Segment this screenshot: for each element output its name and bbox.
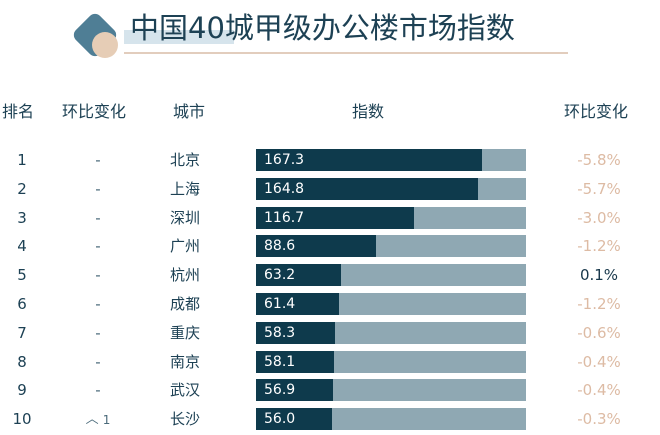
pct-change-label: -5.8% bbox=[577, 151, 621, 169]
city-label: 杭州 bbox=[170, 266, 201, 285]
city-label: 南京 bbox=[170, 352, 201, 371]
bar-track: 56.9 bbox=[256, 379, 526, 402]
bar-value-label: 167.3 bbox=[264, 152, 305, 168]
city-label: 长沙 bbox=[170, 410, 201, 429]
title-underline bbox=[124, 52, 568, 54]
bar-track: 58.1 bbox=[256, 350, 526, 373]
bar-value-label: 164.8 bbox=[264, 180, 305, 197]
rank-change-label: - bbox=[95, 179, 101, 198]
bar bbox=[256, 206, 414, 229]
bar bbox=[256, 264, 341, 287]
rank-label: 6 bbox=[17, 295, 27, 313]
rank-label: 4 bbox=[17, 237, 27, 256]
bar-track: 63.2 bbox=[256, 264, 526, 287]
table-row: 8 - 南京 58.1 -0.4% bbox=[0, 348, 660, 376]
table-row: 2 - 上海 164.8 -5.7% bbox=[0, 175, 660, 203]
rank-change-label: - bbox=[95, 266, 101, 285]
rank-change-label: - bbox=[95, 352, 101, 371]
pct-change-label: -0.4% bbox=[577, 352, 621, 371]
bar-value-label: 88.6 bbox=[264, 238, 296, 255]
table-row: 4 - 广州 88.6 -1.2% bbox=[0, 232, 660, 260]
rank-change-label: - bbox=[95, 237, 101, 256]
rank-label: 5 bbox=[17, 266, 27, 285]
bar-value-label: 61.4 bbox=[264, 296, 296, 312]
table-row: 5 - 杭州 63.2 0.1% bbox=[0, 261, 660, 289]
bar-track: 88.6 bbox=[256, 235, 526, 258]
bar bbox=[256, 293, 339, 315]
bar-value-label: 116.7 bbox=[264, 209, 305, 226]
bar bbox=[256, 350, 334, 373]
city-label: 重庆 bbox=[170, 323, 201, 342]
bar-track: 116.7 bbox=[256, 206, 526, 229]
page-title: 中国40城甲级办公楼市场指数 bbox=[130, 11, 515, 45]
rank-change-label: ︿ 1 bbox=[70, 405, 126, 433]
bar bbox=[256, 149, 482, 171]
rank-label: 3 bbox=[17, 208, 27, 227]
rank-label: 2 bbox=[17, 179, 27, 198]
table-row: 6 - 成都 61.4 -1.2% bbox=[0, 290, 660, 318]
bar-track: 56.0 bbox=[256, 408, 526, 431]
table-row: 1 - 北京 167.3 -5.8% bbox=[0, 146, 660, 174]
bar-track: 61.4 bbox=[256, 293, 526, 315]
logo-circle bbox=[92, 32, 118, 58]
bar bbox=[256, 235, 376, 258]
header-index: 指数 bbox=[352, 102, 385, 121]
up-chevron-icon: ︿ bbox=[85, 412, 99, 428]
pct-change-label: -1.2% bbox=[577, 295, 621, 313]
table-row: 7 - 重庆 58.3 -0.6% bbox=[0, 319, 660, 347]
bar-value-label: 56.9 bbox=[264, 382, 296, 399]
bar bbox=[256, 408, 332, 431]
header-rank-change: 环比变化 bbox=[62, 102, 127, 121]
rank-label: 7 bbox=[17, 323, 27, 342]
bar-value-label: 63.2 bbox=[264, 267, 296, 284]
pct-change-label: -1.2% bbox=[577, 237, 621, 256]
bar-value-label: 58.3 bbox=[264, 324, 296, 341]
bar bbox=[256, 379, 333, 402]
rank-label: 10 bbox=[12, 410, 32, 429]
rank-change-value: 1 bbox=[102, 413, 111, 428]
header-rank: 排名 bbox=[2, 102, 35, 121]
bar-track: 58.3 bbox=[256, 321, 526, 344]
header-city: 城市 bbox=[173, 102, 206, 121]
bar-value-label: 56.0 bbox=[264, 411, 296, 428]
pct-change-label: -0.4% bbox=[577, 381, 621, 400]
logo-icon bbox=[73, 13, 118, 58]
city-label: 武汉 bbox=[170, 381, 201, 400]
bar-value-label: 58.1 bbox=[264, 353, 296, 370]
city-label: 上海 bbox=[170, 179, 201, 198]
city-label: 深圳 bbox=[170, 208, 201, 227]
city-label: 广州 bbox=[170, 237, 201, 256]
pct-change-label: 0.1% bbox=[579, 266, 619, 285]
pct-change-label: -0.3% bbox=[577, 410, 621, 429]
city-label: 北京 bbox=[170, 151, 201, 169]
rank-change-label: - bbox=[95, 381, 101, 400]
header-pct-change: 环比变化 bbox=[564, 102, 629, 121]
rank-change-label: - bbox=[95, 151, 101, 169]
rank-label: 1 bbox=[17, 151, 27, 169]
table-row: 10 ︿ 1 长沙 56.0 -0.3% bbox=[0, 405, 660, 433]
rank-label: 8 bbox=[17, 352, 27, 371]
bar-track: 167.3 bbox=[256, 149, 526, 171]
rank-label: 9 bbox=[17, 381, 27, 400]
city-label: 成都 bbox=[170, 295, 201, 313]
bar bbox=[256, 321, 335, 344]
pct-change-label: -5.7% bbox=[577, 179, 621, 198]
rank-change-label: - bbox=[95, 323, 101, 342]
pct-change-label: -3.0% bbox=[577, 208, 621, 227]
table-row: 3 - 深圳 116.7 -3.0% bbox=[0, 204, 660, 232]
rank-change-label: - bbox=[95, 208, 101, 227]
bar bbox=[256, 177, 478, 200]
bar-track: 164.8 bbox=[256, 177, 526, 200]
pct-change-label: -0.6% bbox=[577, 323, 621, 342]
table-row: 9 - 武汉 56.9 -0.4% bbox=[0, 376, 660, 404]
rank-change-label: - bbox=[95, 295, 101, 313]
title-highlight bbox=[124, 30, 234, 44]
